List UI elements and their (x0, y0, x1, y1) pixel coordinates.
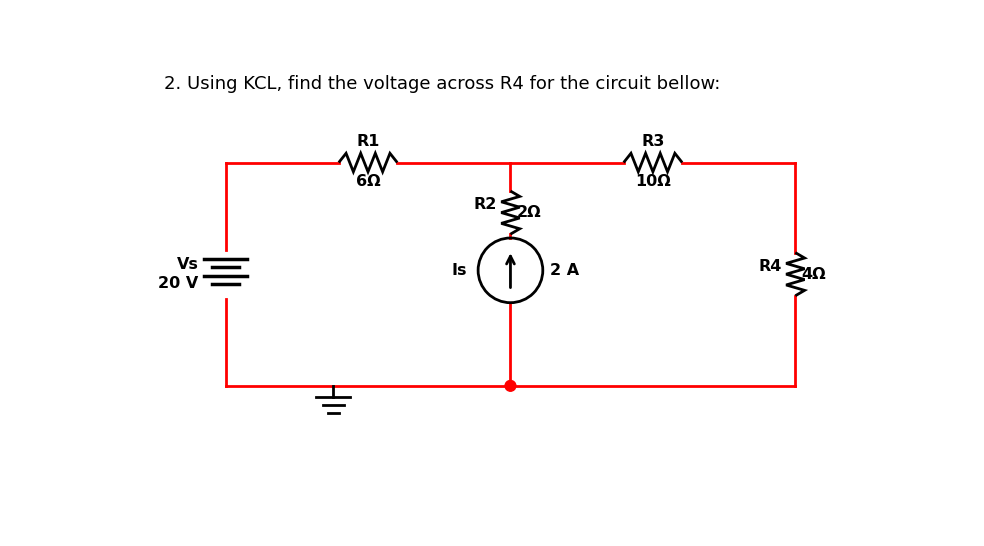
Text: R4: R4 (758, 259, 781, 274)
Text: 2. Using KCL, find the voltage across R4 for the circuit bellow:: 2. Using KCL, find the voltage across R4… (164, 75, 720, 93)
Text: 20 V: 20 V (158, 276, 199, 291)
Text: 4Ω: 4Ω (802, 266, 827, 282)
Circle shape (505, 381, 516, 391)
Text: R1: R1 (356, 134, 380, 149)
Text: Vs: Vs (177, 258, 199, 272)
Text: R2: R2 (473, 198, 497, 212)
Text: Is: Is (451, 263, 466, 278)
Text: 2Ω: 2Ω (517, 205, 541, 220)
Text: 10Ω: 10Ω (635, 174, 671, 189)
Text: 6Ω: 6Ω (355, 174, 381, 189)
Text: R3: R3 (642, 134, 664, 149)
Text: 2 A: 2 A (550, 263, 580, 278)
